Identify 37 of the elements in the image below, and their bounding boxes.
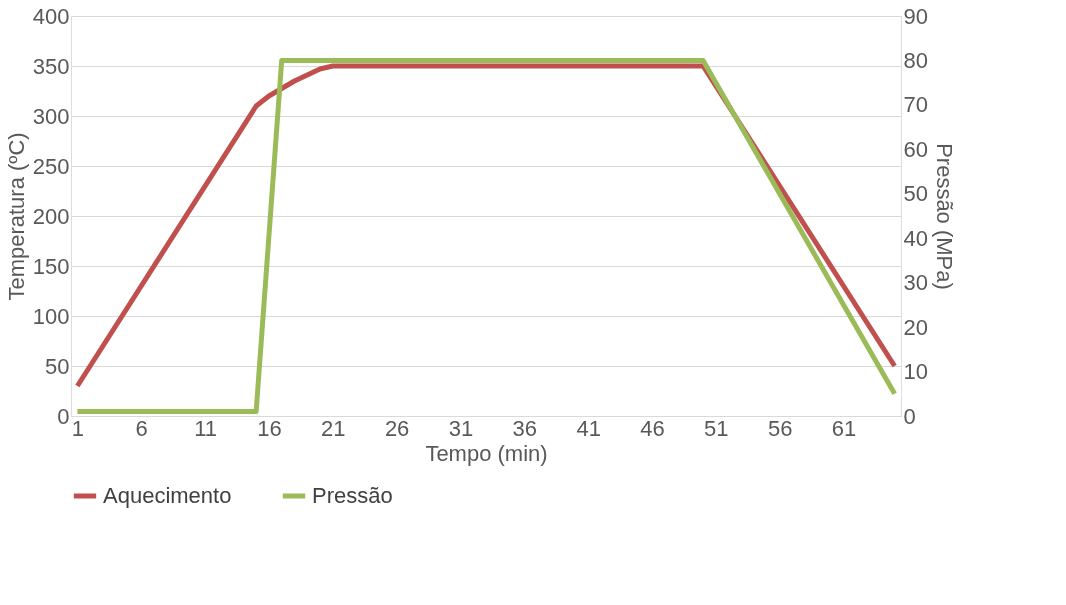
x-tick-label: 51: [704, 415, 729, 441]
y2-tick-label: 90: [903, 3, 928, 29]
y2-tick-label: 0: [903, 403, 916, 429]
x-tick-label: 41: [576, 415, 601, 441]
y-tick-label: 400: [32, 3, 70, 29]
x-tick-label: 36: [512, 415, 538, 441]
y2-tick-label: 60: [903, 136, 928, 162]
x-axis-title: Tempo (min): [425, 440, 548, 466]
y2-tick-label: 80: [903, 47, 928, 73]
y2-axis-title: Pressão (MPa): [931, 143, 957, 290]
y2-tick-label: 30: [903, 270, 928, 296]
y-tick-label: 350: [32, 53, 70, 79]
x-tick-label: 1: [71, 415, 85, 441]
x-tick-label: 21: [321, 415, 346, 441]
x-tick-label: 61: [831, 415, 857, 441]
y2-tick-label: 40: [903, 225, 928, 251]
y-axis-title: Temperatura (ºC): [3, 132, 29, 301]
x-tick-label: 6: [135, 415, 148, 441]
x-tick-label: 11: [194, 415, 217, 441]
y2-tick-label: 10: [903, 359, 928, 385]
y-tick-label: 150: [32, 253, 70, 279]
y-tick-label: 50: [45, 353, 70, 379]
legend-label: Aquecimento: [103, 483, 232, 508]
y-tick-label: 300: [32, 103, 70, 129]
x-tick-label: 26: [384, 415, 410, 441]
y2-tick-label: 50: [903, 181, 928, 207]
y2-tick-label: 20: [903, 314, 928, 340]
x-tick-label: 46: [640, 415, 665, 441]
x-tick-label: 56: [767, 415, 793, 441]
x-tick-label: 31: [448, 415, 474, 441]
y-tick-label: 100: [32, 303, 70, 329]
y-tick-label: 250: [32, 153, 70, 179]
y-tick-label: 0: [57, 403, 70, 429]
y-tick-label: 200: [32, 203, 70, 229]
x-tick-label: 16: [257, 415, 282, 441]
legend-label: Pressão: [312, 483, 393, 508]
y2-tick-label: 70: [903, 92, 928, 118]
